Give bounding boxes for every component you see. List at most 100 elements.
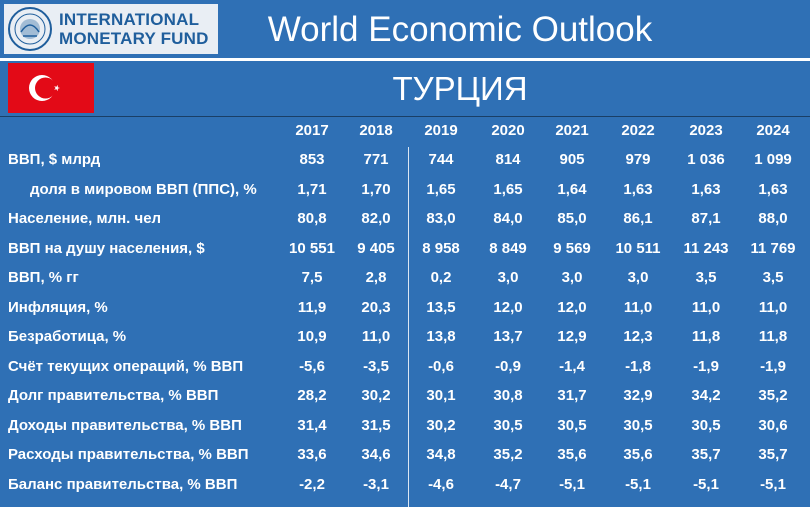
value-cell: 1 036 xyxy=(687,151,725,168)
value-cell: -5,6 xyxy=(299,357,325,375)
value-cell: 34,8 xyxy=(426,446,456,463)
value-cell: -1,9 xyxy=(760,357,786,375)
value-cell: 9 405 xyxy=(357,239,395,257)
value-cell: 86,1 xyxy=(623,210,653,227)
value-cell: 2,8 xyxy=(365,269,387,286)
value-cell: 1,71 xyxy=(297,180,327,198)
value-cell: -3,1 xyxy=(363,475,389,493)
year-header-2021: 2021 xyxy=(555,122,589,139)
table-row: Расходы правительства, % ВВП 33,6 34,6 34,8… xyxy=(0,440,810,470)
value-cell: 1,65 xyxy=(426,180,456,198)
row-label: Счёт текущих операций, % ВВП xyxy=(8,357,244,375)
value-cell: 35,6 xyxy=(557,446,587,463)
value-cell: 13,8 xyxy=(426,328,456,345)
value-cell: 33,6 xyxy=(297,446,327,463)
value-cell: 30,1 xyxy=(426,387,456,404)
row-label: Доходы правительства, % ВВП xyxy=(8,416,242,434)
value-cell: 11,9 xyxy=(297,298,327,316)
value-cell: 35,6 xyxy=(623,446,653,463)
value-cell: 3,5 xyxy=(695,269,717,286)
table-row: Долг правительства, % ВВП 28,2 30,2 30,1 30,… xyxy=(0,381,810,411)
value-cell: 35,2 xyxy=(758,387,788,404)
value-cell: 3,0 xyxy=(627,269,649,286)
value-cell: 8 849 xyxy=(489,239,527,257)
economic-indicators-table: 2017 2018 2019 2020 2021 2022 2023 2024 ВВП, $ … xyxy=(0,118,810,507)
country-title: ТУРЦИЯ xyxy=(392,70,528,107)
value-cell: 853 xyxy=(299,151,325,168)
row-label: Долг правительства, % ВВП xyxy=(8,387,219,404)
value-cell: 83,0 xyxy=(426,210,456,227)
value-cell: 744 xyxy=(428,151,454,168)
value-cell: 12,0 xyxy=(493,298,523,316)
table-row: Баланс правительства, % ВВП -2,2 -3,1 -4,6 -… xyxy=(0,470,810,500)
value-cell: 1,65 xyxy=(493,180,523,198)
value-cell: 13,7 xyxy=(493,328,523,345)
year-header-2024: 2024 xyxy=(756,122,790,139)
value-cell: -2,2 xyxy=(299,475,325,493)
row-label: ВВП на душу населения, $ xyxy=(8,239,205,257)
value-cell: 30,5 xyxy=(623,416,653,434)
value-cell: 12,3 xyxy=(623,328,653,345)
value-cell: 87,1 xyxy=(691,210,721,227)
value-cell: 11,0 xyxy=(361,328,391,345)
value-cell: 771 xyxy=(363,151,389,168)
value-cell: 1 099 xyxy=(754,151,792,168)
year-header-2019: 2019 xyxy=(424,122,458,139)
value-cell: 32,9 xyxy=(623,387,653,404)
value-cell: 11,0 xyxy=(758,298,788,316)
value-cell: -3,5 xyxy=(363,357,389,375)
title-divider xyxy=(0,116,810,117)
row-label: Инфляция, % xyxy=(8,298,108,316)
value-cell: 905 xyxy=(559,151,585,168)
value-cell: 30,6 xyxy=(758,416,788,434)
value-cell: 11,0 xyxy=(623,298,653,316)
value-cell: 1,63 xyxy=(758,180,788,198)
value-cell: 31,4 xyxy=(297,416,327,434)
value-cell: 3,5 xyxy=(762,269,784,286)
row-label: Население, млн. чел xyxy=(8,210,162,227)
table-row: Доходы правительства, % ВВП 31,4 31,5 30,2 3… xyxy=(0,411,810,441)
row-label: ВВП, % гг xyxy=(8,269,79,286)
value-cell: 31,5 xyxy=(361,416,391,434)
value-cell: 30,5 xyxy=(493,416,523,434)
value-cell: -0,9 xyxy=(495,357,521,375)
value-cell: 30,5 xyxy=(557,416,587,434)
value-cell: 11,0 xyxy=(691,298,721,316)
row-label: Баланс правительства, % ВВП xyxy=(8,475,238,493)
value-cell: 28,2 xyxy=(297,387,327,404)
value-cell: -1,9 xyxy=(693,357,719,375)
table-row: доля в мировом ВВП (ППС), % 1,71 1,70 1,65 1… xyxy=(0,175,810,205)
value-cell: 3,0 xyxy=(497,269,519,286)
value-cell: 84,0 xyxy=(493,210,523,227)
value-cell: 1,70 xyxy=(361,180,391,198)
value-cell: 13,5 xyxy=(426,298,456,316)
year-header-2022: 2022 xyxy=(621,122,655,139)
imf-logo-line1: INTERNATIONAL xyxy=(59,10,200,29)
year-header-2023: 2023 xyxy=(689,122,723,139)
value-cell: 1,63 xyxy=(623,180,653,198)
value-cell: 20,3 xyxy=(361,298,391,316)
imf-logo-text: INTERNATIONAL MONETARY FUND xyxy=(59,10,209,48)
row-label: доля в мировом ВВП (ППС), % xyxy=(30,180,257,198)
value-cell: 11,8 xyxy=(758,328,788,345)
year-header-2017: 2017 xyxy=(295,122,329,139)
forecast-divider xyxy=(408,147,409,507)
value-cell: 9 569 xyxy=(553,239,591,257)
value-cell: -5,1 xyxy=(693,475,719,493)
value-cell: 3,0 xyxy=(561,269,583,286)
value-cell: 35,2 xyxy=(493,446,523,463)
table-row: ВВП, % гг 7,5 2,8 0,2 3,0 3,0 3,0 3,5 3,5 xyxy=(0,263,810,293)
row-label: Безработица, % xyxy=(8,328,127,345)
value-cell: 12,0 xyxy=(557,298,587,316)
value-cell: 12,9 xyxy=(557,328,587,345)
value-cell: 814 xyxy=(495,151,521,168)
value-cell: -1,8 xyxy=(625,357,651,375)
imf-seal-icon xyxy=(8,7,52,51)
table-row: Инфляция, % 11,9 20,3 13,5 12,0 12,0 11,0 11,0 1… xyxy=(0,293,810,323)
table-row: ВВП, $ млрд 853 771 744 814 905 979 1 036 1 099 xyxy=(0,145,810,175)
table-row: Население, млн. чел 80,8 82,0 83,0 84,0 85,0 8… xyxy=(0,204,810,234)
year-header-2020: 2020 xyxy=(491,122,525,139)
value-cell: -5,1 xyxy=(625,475,651,493)
value-cell: 8 958 xyxy=(422,239,460,257)
value-cell: -4,6 xyxy=(428,475,454,493)
